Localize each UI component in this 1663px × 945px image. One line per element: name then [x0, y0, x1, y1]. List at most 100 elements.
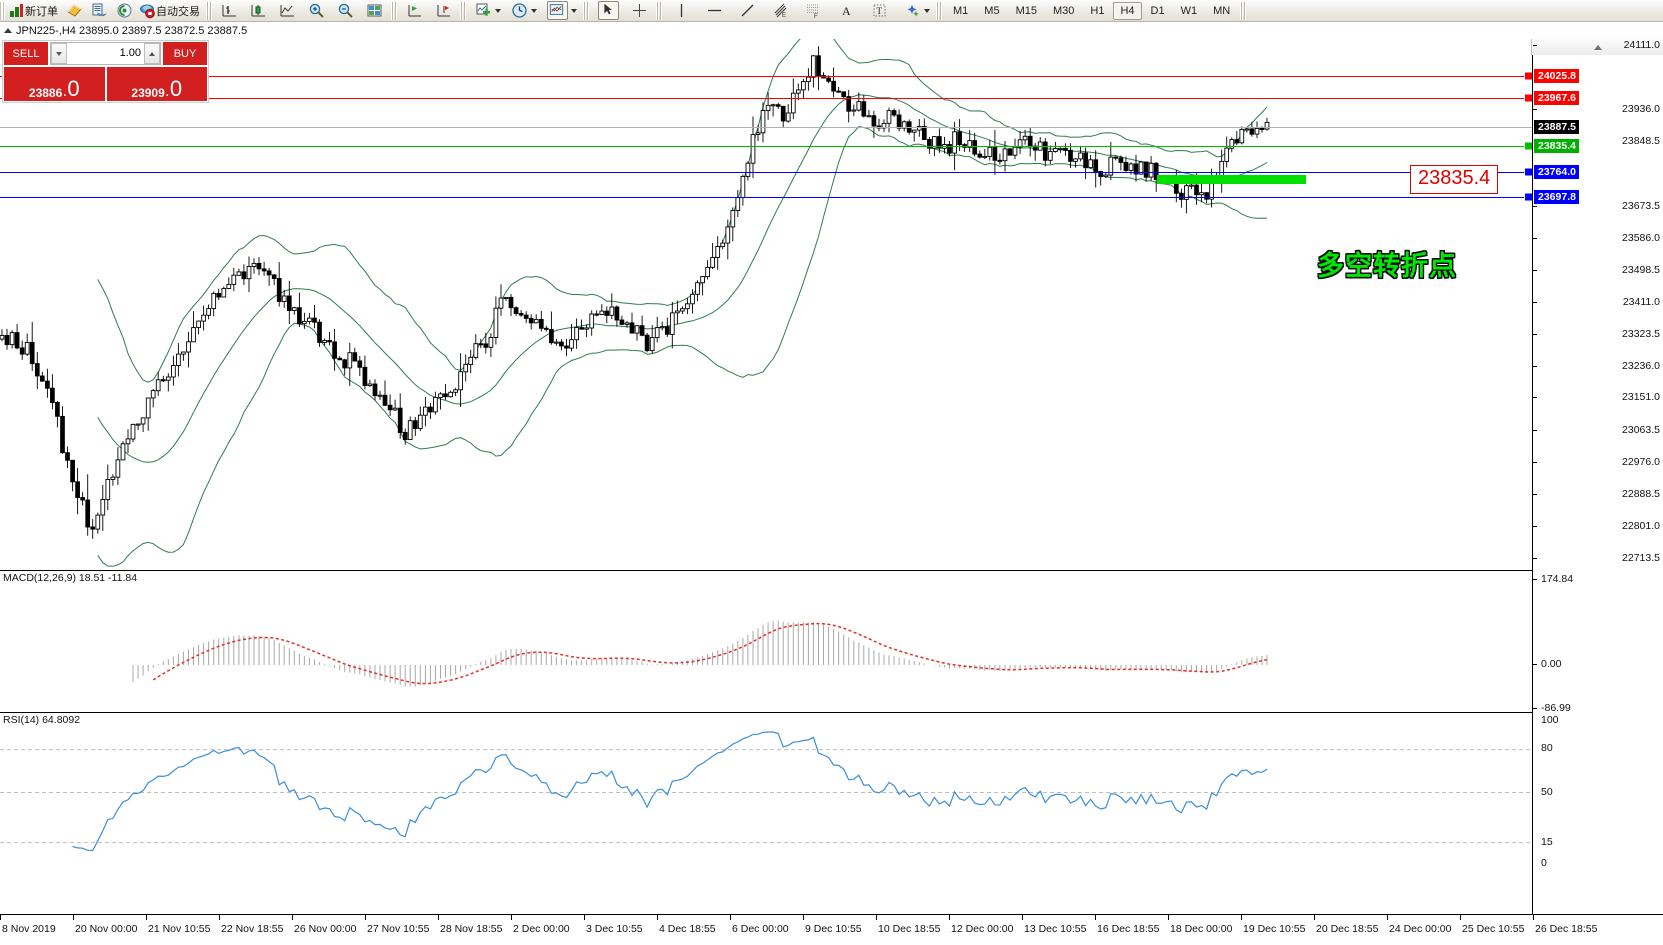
toolbar-separator-6	[936, 1, 943, 20]
time-axis-label: 24 Dec 00:00	[1389, 923, 1452, 935]
rsi-chart-svg	[0, 731, 1532, 852]
volume-stepper[interactable]: 1.00	[50, 42, 161, 65]
chart-shift-icon[interactable]	[406, 2, 423, 19]
pivot-price-annotation[interactable]: 23835.4	[1410, 165, 1499, 194]
bid-price[interactable]: 23886 . 0	[3, 66, 106, 102]
price-line-label-support-1[interactable]: 23764.0	[1534, 165, 1579, 180]
axis-tick	[1533, 461, 1537, 463]
time-axis-tick	[438, 915, 439, 920]
equidistant-channel-icon[interactable]: E	[772, 2, 789, 19]
rsi-pane[interactable]: RSI(14) 64.8092	[0, 712, 1532, 854]
buy-button[interactable]: BUY	[162, 41, 208, 66]
fibonacci-retracement-icon[interactable]: F	[805, 2, 822, 19]
macd-axis-label: 174.84	[1541, 573, 1574, 585]
volume-input[interactable]: 1.00	[119, 47, 141, 59]
price-line-label-resistance-2[interactable]: 24025.8	[1534, 69, 1579, 84]
price-line-last-price[interactable]	[0, 127, 1532, 129]
text-icon[interactable]: A	[838, 2, 855, 19]
templates-icon[interactable]	[547, 1, 568, 20]
auto-trading-button[interactable]: 自动交易	[137, 1, 204, 21]
cursor-icon[interactable]	[598, 1, 619, 20]
add-indicator-icon[interactable]	[475, 2, 492, 19]
period-dropdown-icon[interactable]	[531, 8, 537, 13]
time-axis[interactable]: 8 Nov 2019 20 Nov 00:00 21 Nov 10:55 22 Nov…	[0, 914, 1663, 945]
zoom-in-icon[interactable]	[308, 2, 325, 19]
macd-pane[interactable]: MACD(12,26,9) 18.51 -11.84	[0, 570, 1532, 712]
time-axis-label: 21 Nov 10:55	[148, 923, 211, 935]
time-axis-tick	[1460, 915, 1461, 920]
price-line-pivot[interactable]	[0, 146, 1532, 148]
sell-button[interactable]: SELL	[3, 41, 49, 66]
timeframe-m5-button[interactable]: M5	[984, 4, 1000, 17]
chart-area[interactable]: 多空转折点 23835.4 MACD(12,26,9) 18.51 -11.84…	[0, 39, 1663, 945]
timeframe-m30-button[interactable]: M30	[1052, 4, 1075, 17]
navigator-icon[interactable]	[116, 2, 133, 19]
text-label-icon[interactable]: T	[871, 2, 888, 19]
objects-icon[interactable]	[904, 2, 921, 19]
price-axis-label: 22888.5	[1622, 487, 1660, 500]
price-line-support-2[interactable]	[0, 196, 1532, 198]
crosshair-icon[interactable]	[631, 2, 648, 19]
price-axis[interactable]: 24111.0 23936.0 23673.5 23586.0 23498.5 23411…	[1531, 39, 1663, 916]
timeframe-m1-button[interactable]: M1	[953, 4, 969, 17]
toolbar-separator-2	[391, 1, 398, 20]
price-axis-label: 22801.0	[1622, 519, 1660, 532]
bar-chart-icon[interactable]	[221, 2, 238, 19]
period-icon[interactable]	[511, 2, 528, 19]
price-line-label-resistance-1[interactable]: 23967.6	[1534, 90, 1579, 105]
price-line-support-1[interactable]	[0, 172, 1532, 174]
new-order-button[interactable]: 新订单	[6, 1, 62, 21]
time-axis-label: 13 Dec 10:55	[1024, 923, 1087, 935]
price-line-resistance-1[interactable]	[0, 97, 1532, 99]
price-line-resistance-2[interactable]	[0, 76, 1532, 78]
auto-scroll-icon[interactable]	[435, 2, 452, 19]
price-line-label-support-2[interactable]: 23697.8	[1534, 189, 1579, 204]
auto-trading-label: 自动交易	[156, 5, 200, 18]
horizontal-line-icon[interactable]	[706, 2, 723, 19]
supply-zone-rectangle[interactable]	[1157, 175, 1306, 184]
time-axis-tick	[146, 915, 147, 920]
timeframe-h4-button[interactable]: H4	[1113, 1, 1142, 20]
price-line-label-last-price[interactable]: 23887.5	[1534, 120, 1579, 135]
expert-advisors-icon[interactable]	[66, 2, 83, 19]
timeframe-m15-button[interactable]: M15	[1015, 4, 1037, 17]
price-pane[interactable]: 多空转折点 23835.4	[0, 39, 1533, 570]
trendline-icon[interactable]	[739, 2, 756, 19]
volume-increase-button[interactable]	[144, 43, 160, 64]
candlestick-chart-icon[interactable]	[250, 2, 267, 19]
macd-axis-label: -86.99	[1541, 702, 1571, 714]
macd-axis-label: 0.00	[1541, 658, 1562, 670]
new-order-icon	[8, 2, 25, 19]
data-window-icon[interactable]	[91, 2, 108, 19]
toolbar-gripper[interactable]	[0, 1, 5, 20]
turning-point-annotation[interactable]: 多空转折点	[1317, 251, 1457, 282]
axis-tick	[1533, 334, 1537, 336]
objects-dropdown-icon[interactable]	[924, 8, 930, 13]
axis-scroll-up-button[interactable]	[1531, 39, 1663, 55]
line-chart-icon[interactable]	[279, 2, 296, 19]
time-axis-label: 8 Nov 2019	[2, 923, 56, 935]
timeframe-h1-button[interactable]: H1	[1090, 4, 1105, 17]
price-axis-label: 23673.5	[1622, 199, 1660, 212]
axis-tick	[1533, 664, 1537, 665]
price-line-label-pivot[interactable]: 23835.4	[1534, 139, 1579, 154]
price-axis-label: 23063.5	[1622, 423, 1660, 436]
time-axis-tick	[511, 915, 512, 920]
ask-price-dot: .	[165, 87, 169, 99]
timeframe-mn-button[interactable]: MN	[1213, 4, 1231, 17]
volume-decrease-button[interactable]	[51, 43, 67, 64]
time-axis-label: 3 Dec 10:55	[586, 923, 643, 935]
vertical-line-icon[interactable]	[673, 2, 690, 19]
chart-collapse-icon[interactable]	[4, 28, 12, 33]
ask-price[interactable]: 23909 . 0	[105, 66, 208, 102]
templates-dropdown-icon[interactable]	[571, 8, 577, 13]
time-axis-tick	[1241, 915, 1242, 920]
timeframe-w1-button[interactable]: W1	[1180, 4, 1198, 17]
chart-tile-icon[interactable]	[366, 2, 383, 19]
timeframe-d1-button[interactable]: D1	[1150, 4, 1165, 17]
zoom-out-icon[interactable]	[337, 2, 354, 19]
rsi-axis-label: 0	[1541, 857, 1547, 869]
add-indicator-dropdown-icon[interactable]	[495, 8, 501, 13]
new-order-label: 新订单	[25, 5, 58, 18]
time-axis-tick	[1095, 915, 1096, 920]
